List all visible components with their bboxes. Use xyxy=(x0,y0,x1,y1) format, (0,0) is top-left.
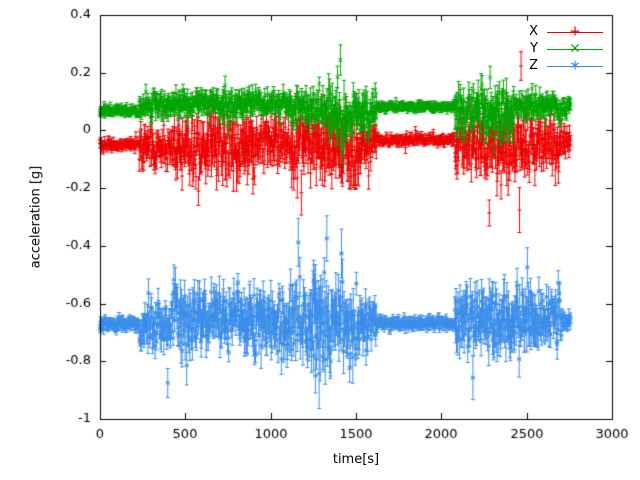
chart-legend: X + Y × Z ∗ xyxy=(529,23,603,74)
legend-entry-X: X + xyxy=(529,23,603,40)
legend-line xyxy=(547,48,603,50)
legend-sample-line: + xyxy=(547,22,603,39)
legend-label: Z xyxy=(529,58,538,73)
legend-line xyxy=(547,31,603,33)
legend-label: Y xyxy=(530,41,538,56)
legend-entry-Y: Y × xyxy=(529,40,603,57)
legend-sample-line: ∗ xyxy=(547,56,603,73)
plus-marker-icon: + xyxy=(569,22,581,39)
star-marker-icon: ∗ xyxy=(569,56,581,73)
legend-line xyxy=(547,65,603,67)
cross-marker-icon: × xyxy=(569,39,581,56)
legend-sample-line: × xyxy=(547,39,603,56)
y-axis-label: acceleration [g] xyxy=(28,165,44,269)
legend-entry-Z: Z ∗ xyxy=(529,57,603,74)
legend-label: X xyxy=(529,24,538,39)
x-axis-label: time[s] xyxy=(332,452,380,467)
